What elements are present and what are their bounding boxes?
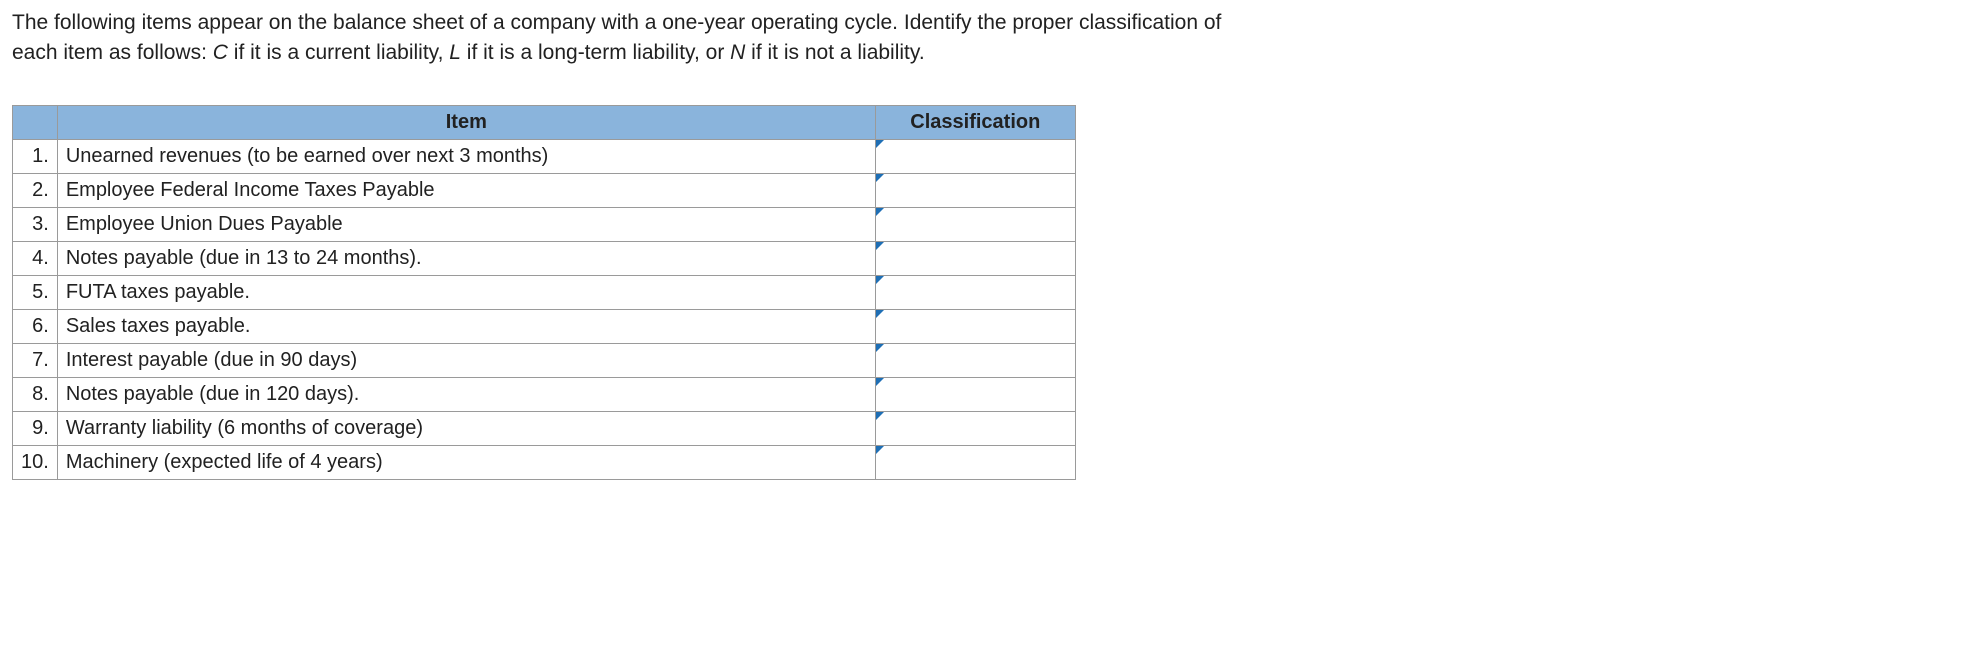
row-item: Warranty liability (6 months of coverage… [57, 411, 875, 445]
dropdown-indicator-icon [876, 446, 884, 454]
row-number: 10. [13, 445, 58, 479]
row-item: Notes payable (due in 120 days). [57, 377, 875, 411]
instructions-line2-pre: each item as follows: [12, 41, 213, 64]
instructions-text: The following items appear on the balanc… [12, 8, 1952, 69]
header-blank [13, 105, 58, 139]
row-number: 1. [13, 139, 58, 173]
table-row: 6.Sales taxes payable. [13, 309, 1076, 343]
dropdown-indicator-icon [876, 344, 884, 352]
table-row: 2.Employee Federal Income Taxes Payable [13, 173, 1076, 207]
code-c-desc: if it is a current liability, [228, 41, 449, 64]
classification-dropdown[interactable] [875, 241, 1075, 275]
code-n-desc: if it is not a liability. [745, 41, 924, 64]
classification-dropdown[interactable] [875, 139, 1075, 173]
row-number: 8. [13, 377, 58, 411]
header-classification: Classification [875, 105, 1075, 139]
header-item: Item [57, 105, 875, 139]
table-row: 1.Unearned revenues (to be earned over n… [13, 139, 1076, 173]
table-row: 8.Notes payable (due in 120 days). [13, 377, 1076, 411]
classification-dropdown[interactable] [875, 275, 1075, 309]
code-l: L [449, 41, 461, 64]
classification-dropdown[interactable] [875, 309, 1075, 343]
classification-dropdown[interactable] [875, 411, 1075, 445]
dropdown-indicator-icon [876, 208, 884, 216]
row-number: 7. [13, 343, 58, 377]
classification-dropdown[interactable] [875, 173, 1075, 207]
table-row: 10.Machinery (expected life of 4 years) [13, 445, 1076, 479]
table-row: 7.Interest payable (due in 90 days) [13, 343, 1076, 377]
dropdown-indicator-icon [876, 140, 884, 148]
dropdown-indicator-icon [876, 174, 884, 182]
code-l-desc: if it is a long-term liability, or [461, 41, 730, 64]
classification-dropdown[interactable] [875, 207, 1075, 241]
classification-dropdown[interactable] [875, 343, 1075, 377]
table-row: 4.Notes payable (due in 13 to 24 months)… [13, 241, 1076, 275]
dropdown-indicator-icon [876, 378, 884, 386]
row-number: 4. [13, 241, 58, 275]
row-item: Sales taxes payable. [57, 309, 875, 343]
classification-table: Item Classification 1.Unearned revenues … [12, 105, 1076, 480]
row-item: Employee Union Dues Payable [57, 207, 875, 241]
table-row: 9.Warranty liability (6 months of covera… [13, 411, 1076, 445]
table-row: 3.Employee Union Dues Payable [13, 207, 1076, 241]
dropdown-indicator-icon [876, 276, 884, 284]
row-number: 9. [13, 411, 58, 445]
row-number: 5. [13, 275, 58, 309]
row-item: FUTA taxes payable. [57, 275, 875, 309]
code-c: C [213, 41, 228, 64]
classification-dropdown[interactable] [875, 377, 1075, 411]
row-number: 3. [13, 207, 58, 241]
row-number: 2. [13, 173, 58, 207]
code-n: N [730, 41, 745, 64]
row-number: 6. [13, 309, 58, 343]
dropdown-indicator-icon [876, 412, 884, 420]
dropdown-indicator-icon [876, 242, 884, 250]
row-item: Notes payable (due in 13 to 24 months). [57, 241, 875, 275]
dropdown-indicator-icon [876, 310, 884, 318]
table-header-row: Item Classification [13, 105, 1076, 139]
classification-dropdown[interactable] [875, 445, 1075, 479]
row-item: Employee Federal Income Taxes Payable [57, 173, 875, 207]
row-item: Unearned revenues (to be earned over nex… [57, 139, 875, 173]
table-row: 5.FUTA taxes payable. [13, 275, 1076, 309]
row-item: Interest payable (due in 90 days) [57, 343, 875, 377]
instructions-line1: The following items appear on the balanc… [12, 11, 1221, 34]
row-item: Machinery (expected life of 4 years) [57, 445, 875, 479]
